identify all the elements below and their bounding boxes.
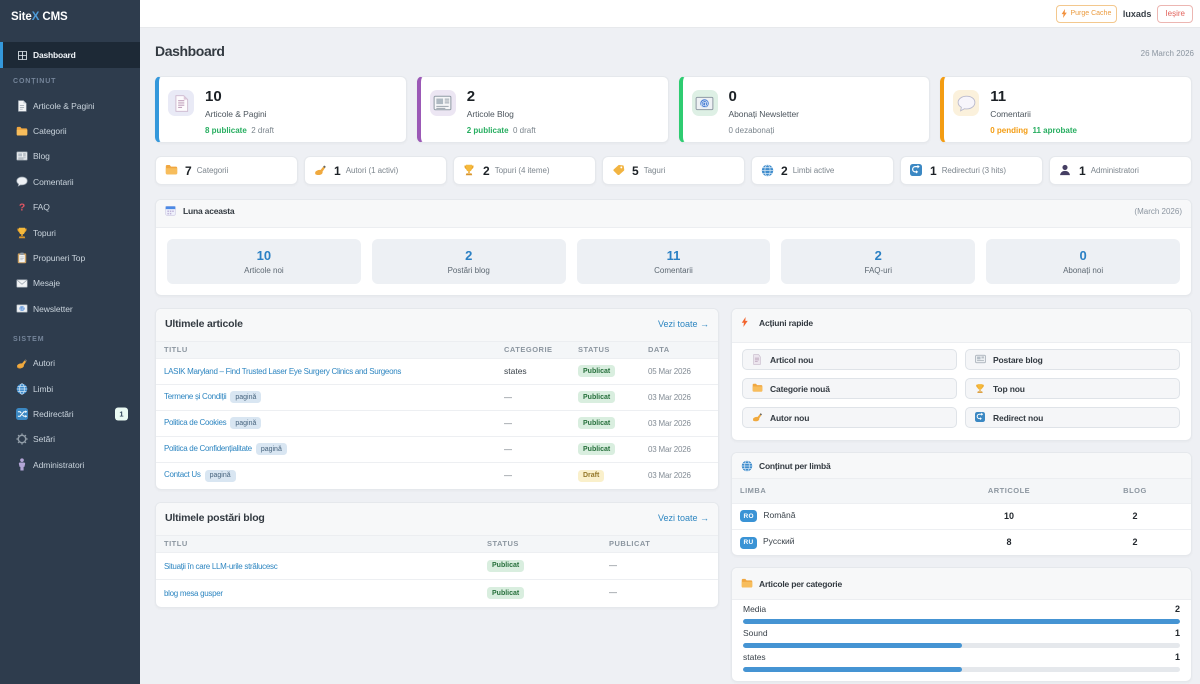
svg-text:?: ? bbox=[19, 203, 25, 213]
svg-text:@: @ bbox=[20, 307, 25, 313]
svg-text:@: @ bbox=[701, 99, 709, 108]
